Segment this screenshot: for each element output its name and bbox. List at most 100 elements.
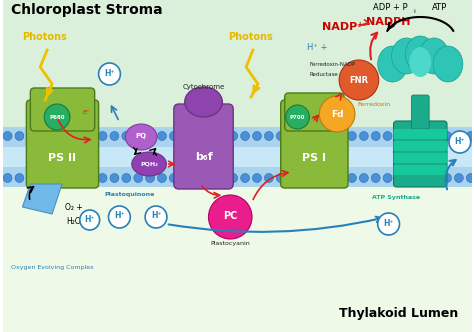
Text: Plastocyanin: Plastocyanin [210,241,250,246]
Circle shape [300,131,309,140]
Text: O₂ +: O₂ + [65,203,83,211]
Circle shape [27,174,36,183]
Circle shape [134,131,143,140]
Polygon shape [3,147,472,167]
Circle shape [324,131,333,140]
Circle shape [229,174,237,183]
Circle shape [443,131,451,140]
Text: ATP: ATP [432,3,447,12]
Circle shape [229,131,237,140]
Text: Oxygen Evolving Complex: Oxygen Evolving Complex [11,265,93,270]
Circle shape [217,131,226,140]
Circle shape [395,131,404,140]
Circle shape [253,131,262,140]
Circle shape [378,213,400,235]
Circle shape [39,131,48,140]
FancyBboxPatch shape [30,88,95,131]
Text: Cytochrome: Cytochrome [182,84,225,90]
Ellipse shape [419,38,449,74]
Ellipse shape [378,46,407,82]
Circle shape [288,174,297,183]
Circle shape [145,206,167,228]
Text: ADP + P: ADP + P [373,3,408,12]
Text: e⁻: e⁻ [83,109,91,115]
Circle shape [193,131,202,140]
Text: H⁺ +: H⁺ + [307,42,328,51]
FancyBboxPatch shape [174,104,233,189]
Circle shape [15,174,24,183]
Circle shape [15,131,24,140]
Circle shape [193,174,202,183]
Circle shape [383,174,392,183]
Polygon shape [3,167,472,187]
Circle shape [241,174,249,183]
Text: H⁺: H⁺ [84,214,95,223]
Text: P700: P700 [290,115,305,120]
Ellipse shape [410,47,431,77]
Circle shape [455,131,463,140]
Text: PQ: PQ [136,133,147,139]
Polygon shape [3,127,472,147]
Circle shape [347,131,356,140]
Circle shape [419,174,428,183]
Polygon shape [3,0,472,187]
FancyBboxPatch shape [393,165,447,175]
Circle shape [336,131,345,140]
Circle shape [286,105,310,129]
Polygon shape [22,184,62,214]
Circle shape [359,174,368,183]
Circle shape [146,131,155,140]
Circle shape [276,131,285,140]
Text: Thylakoid Lumen: Thylakoid Lumen [339,307,458,320]
Text: Plastoquinone: Plastoquinone [104,192,155,197]
Circle shape [466,174,474,183]
Circle shape [74,131,83,140]
Circle shape [324,174,333,183]
Circle shape [3,131,12,140]
FancyBboxPatch shape [285,93,344,131]
Circle shape [157,131,166,140]
FancyBboxPatch shape [281,100,348,188]
Text: P680: P680 [49,115,65,120]
FancyBboxPatch shape [27,100,99,188]
Circle shape [110,174,119,183]
Circle shape [359,131,368,140]
Text: FNR: FNR [349,75,368,85]
Circle shape [109,206,130,228]
Circle shape [300,174,309,183]
Text: Fd: Fd [331,110,343,119]
Text: PS I: PS I [302,153,327,163]
Circle shape [336,174,345,183]
Text: H₂O: H₂O [66,217,81,226]
Polygon shape [3,187,472,332]
Circle shape [98,174,107,183]
Text: Photons: Photons [22,32,66,42]
Circle shape [419,131,428,140]
Circle shape [80,210,100,230]
Circle shape [431,174,439,183]
Circle shape [63,174,72,183]
FancyBboxPatch shape [393,129,447,139]
Circle shape [264,174,273,183]
Circle shape [181,174,190,183]
Circle shape [339,60,379,100]
Circle shape [39,174,48,183]
Circle shape [63,131,72,140]
Text: i: i [413,9,415,14]
Ellipse shape [185,87,222,117]
Ellipse shape [392,38,421,74]
Circle shape [27,131,36,140]
Text: PS II: PS II [48,153,76,163]
FancyBboxPatch shape [411,95,429,129]
Text: Chloroplast Stroma: Chloroplast Stroma [10,3,162,17]
Circle shape [51,174,60,183]
Circle shape [312,174,321,183]
Ellipse shape [433,46,463,82]
Circle shape [407,174,416,183]
Circle shape [205,174,214,183]
Circle shape [86,174,95,183]
Circle shape [146,174,155,183]
Text: PC: PC [223,211,237,221]
Circle shape [312,131,321,140]
Text: b₆f: b₆f [195,152,212,162]
